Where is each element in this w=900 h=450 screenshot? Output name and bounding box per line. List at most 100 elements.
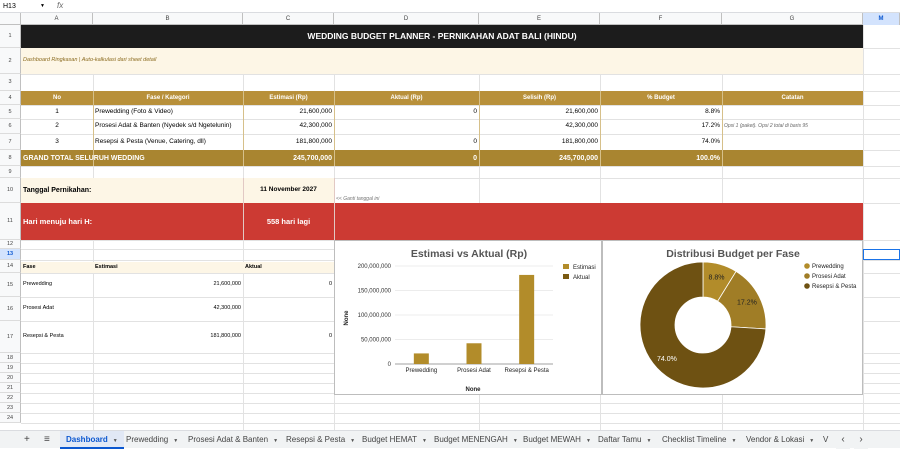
item-persen[interactable]: 8.8% [705, 107, 720, 115]
item-fase[interactable]: Resepsi & Pesta (Venue, Catering, dll) [95, 137, 206, 145]
row-header-19[interactable]: 19 [0, 363, 21, 373]
item-catatan[interactable]: Opsi 1 (paket). Opsi 2 total di baris 95 [724, 123, 808, 129]
row-header-23[interactable]: 23 [0, 403, 21, 413]
donut-chart[interactable]: Distribusi Budget per Fase 8.8% 17.2% 74.0… [602, 240, 863, 395]
tabs-prev-icon[interactable]: ‹ [836, 431, 850, 449]
col-header-a[interactable]: A [21, 13, 93, 25]
row-header-14[interactable]: 14 [0, 260, 21, 273]
tab-caret-icon[interactable]: ▼ [421, 438, 427, 444]
row-header-8[interactable]: 8 [0, 150, 21, 166]
tab-dashboard[interactable]: Dashboard ▼ [60, 431, 124, 449]
table2-fase[interactable]: Prewedding [23, 281, 53, 288]
row-header-24[interactable]: 24 [0, 413, 21, 423]
row-header-10[interactable]: 10 [0, 178, 21, 203]
bar-estimasi[interactable] [519, 274, 535, 364]
table2-fase[interactable]: Resepsi & Pesta [23, 333, 64, 340]
item-fase[interactable]: Prewedding (Foto & Video) [95, 107, 173, 115]
table2-estimasi[interactable]: 21,600,000 [213, 281, 241, 288]
table2-aktual[interactable]: 0 [328, 333, 332, 340]
table2-estimasi[interactable]: 181,800,000 [210, 333, 241, 340]
row-header-16[interactable]: 16 [0, 297, 21, 321]
item-persen[interactable]: 17.2% [701, 122, 720, 130]
item-no[interactable]: 2 [55, 122, 59, 130]
row-header-6[interactable]: 6 [0, 119, 21, 134]
col-header-g[interactable]: G [722, 13, 863, 25]
selected-cell-h13[interactable] [863, 249, 900, 260]
tab-budget-mewah[interactable]: Budget MEWAH ▼ [523, 431, 591, 449]
add-sheet-icon[interactable]: + [24, 434, 30, 445]
total-estimasi[interactable]: 245,700,000 [293, 154, 332, 162]
item-selisih[interactable]: 181,800,000 [561, 137, 598, 145]
row-header-18[interactable]: 18 [0, 353, 21, 363]
table2-estimasi[interactable]: 42,300,000 [213, 305, 241, 312]
item-no[interactable]: 1 [55, 107, 59, 115]
item-estimasi[interactable]: 21,600,000 [299, 107, 332, 115]
total-aktual[interactable]: 0 [473, 154, 477, 162]
name-box-dropdown-icon[interactable]: ▼ [40, 3, 45, 9]
tab-daftar-tamu[interactable]: Daftar Tamu ▼ [598, 431, 651, 449]
row-header-3[interactable]: 3 [0, 74, 21, 91]
row-header-13[interactable]: 13 [0, 249, 21, 260]
name-box[interactable]: H13 [3, 3, 16, 10]
tab-caret-icon[interactable]: ▼ [173, 438, 179, 444]
all-sheets-menu-icon[interactable]: ≡ [44, 434, 50, 445]
item-no[interactable]: 3 [55, 137, 59, 145]
col-header-b[interactable]: B [93, 13, 243, 25]
table2-fase[interactable]: Prosesi Adat [23, 305, 54, 312]
row-header-20[interactable]: 20 [0, 373, 21, 383]
tab-caret-icon[interactable]: ▼ [809, 438, 815, 444]
tab-caret-icon[interactable]: ▼ [585, 438, 591, 444]
tanggal-value[interactable]: 11 November 2027 [260, 186, 317, 194]
tab-caret-icon[interactable]: ▼ [350, 438, 356, 444]
row-header-4[interactable]: 4 [0, 91, 21, 105]
row-header-17[interactable]: 17 [0, 321, 21, 353]
item-estimasi[interactable]: 42,300,000 [299, 122, 332, 130]
row-header-7[interactable]: 7 [0, 134, 21, 150]
item-aktual[interactable]: 0 [473, 137, 477, 145]
row-header-22[interactable]: 22 [0, 393, 21, 403]
row-header-9[interactable]: 9 [0, 166, 21, 178]
col-header-f[interactable]: F [600, 13, 722, 25]
countdown-value[interactable]: 558 hari lagi [266, 216, 311, 226]
row-header-11[interactable]: 11 [0, 203, 21, 240]
bar-category-label: Prosesi Adat [457, 368, 491, 374]
tab-prewedding[interactable]: Prewedding ▼ [126, 431, 178, 449]
col-header-d[interactable]: D [334, 13, 479, 25]
item-fase[interactable]: Prosesi Adat & Banten (Nyedek s/d Ngetel… [95, 122, 232, 130]
tab-budget-hemat[interactable]: Budget HEMAT ▼ [362, 431, 427, 449]
tab-v[interactable]: V [823, 435, 829, 444]
tab-resepsi[interactable]: Resepsi & Pesta ▼ [286, 431, 355, 449]
tab-prosesi-adat[interactable]: Prosesi Adat & Banten ▼ [188, 431, 278, 449]
item-estimasi[interactable]: 181,800,000 [295, 137, 332, 145]
tabs-next-icon[interactable]: › [854, 431, 868, 449]
col-header-c[interactable]: C [243, 13, 334, 25]
item-aktual[interactable]: 0 [473, 107, 477, 115]
item-selisih[interactable]: 21,600,000 [565, 107, 598, 115]
tab-caret-icon[interactable]: ▼ [731, 438, 737, 444]
row-header-1[interactable]: 1 [0, 25, 21, 48]
tab-checklist-timeline[interactable]: Checklist Timeline ▼ [662, 431, 736, 449]
row-header-15[interactable]: 15 [0, 273, 21, 297]
bar-estimasi[interactable] [466, 343, 482, 364]
total-selisih[interactable]: 245,700,000 [559, 154, 598, 162]
bar-chart[interactable]: Estimasi vs Aktual (Rp) None None 0 50,00… [334, 240, 602, 395]
total-persen[interactable]: 100.0% [696, 154, 720, 162]
select-all-corner[interactable] [0, 13, 21, 25]
tab-caret-icon[interactable]: ▼ [112, 438, 118, 444]
table2-aktual[interactable]: 0 [328, 281, 332, 288]
tab-caret-icon[interactable]: ▼ [512, 438, 518, 444]
donut-slice[interactable] [639, 261, 767, 389]
tab-caret-icon[interactable]: ▼ [646, 438, 652, 444]
col-header-m[interactable]: M [863, 13, 900, 25]
bar-estimasi[interactable] [413, 353, 429, 364]
row-header-21[interactable]: 21 [0, 383, 21, 393]
item-persen[interactable]: 74.0% [701, 137, 720, 145]
col-header-e[interactable]: E [479, 13, 600, 25]
tab-vendor-lokasi[interactable]: Vendor & Lokasi ▼ [746, 431, 814, 449]
row-header-2[interactable]: 2 [0, 48, 21, 74]
row-header-5[interactable]: 5 [0, 105, 21, 119]
item-selisih[interactable]: 42,300,000 [565, 122, 598, 130]
tab-caret-icon[interactable]: ▼ [273, 438, 279, 444]
row-header-12[interactable]: 12 [0, 240, 21, 249]
tab-budget-menengah[interactable]: Budget MENENGAH ▼ [434, 431, 518, 449]
